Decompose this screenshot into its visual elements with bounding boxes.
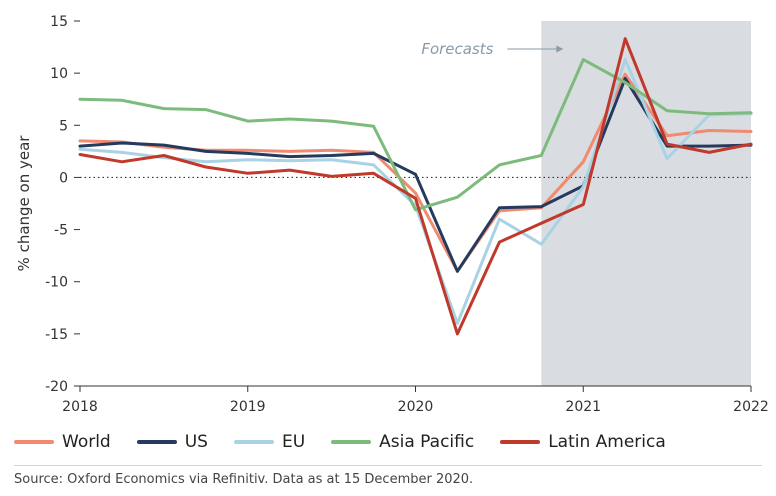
- series-line-asia-pacific: [78, 58, 753, 212]
- legend-item-asia-pacific: Asia Pacific: [331, 432, 474, 452]
- forecast-annotation: Forecasts: [421, 40, 493, 58]
- legend-swatch: [233, 440, 274, 444]
- forecast-region: [541, 21, 751, 386]
- legend-swatch: [136, 440, 177, 444]
- legend-label: Latin America: [548, 432, 666, 452]
- legend-label: World: [62, 432, 111, 452]
- x-tick-label: 2019: [230, 399, 266, 415]
- y-tick-label: 15: [50, 14, 68, 30]
- legend-swatch: [14, 440, 54, 444]
- x-axis-ticks: 2018 2019 2020 2021 2022: [62, 386, 769, 415]
- y-tick-label: -20: [45, 379, 68, 395]
- line-chart: 15 10 5 0 -5 -10 -15 -20 2018 2019 2020 2021 2022 F…: [15, 14, 769, 415]
- y-tick-label: 0: [59, 170, 68, 186]
- y-tick-label: -5: [54, 223, 68, 239]
- legend-swatch: [500, 440, 541, 444]
- x-tick-label: 2021: [565, 399, 601, 415]
- legend-item-us: US: [136, 432, 208, 452]
- y-tick-label: 5: [59, 118, 68, 134]
- chart-legend: World US EU Asia Pacific Latin America: [14, 432, 692, 452]
- legend-label: EU: [281, 432, 306, 452]
- legend-swatch: [331, 440, 372, 444]
- legend-label: US: [184, 432, 208, 452]
- x-tick-label: 2020: [398, 399, 434, 415]
- x-tick-label: 2018: [62, 399, 98, 415]
- series-lines: [78, 37, 753, 336]
- legend-item-eu: EU: [233, 432, 306, 452]
- y-axis-title: % change on year: [15, 135, 33, 272]
- series-line-latin-america: [78, 37, 753, 336]
- y-tick-label: -15: [45, 327, 68, 343]
- legend-item-world: World: [14, 432, 111, 452]
- y-tick-label: 10: [50, 66, 68, 82]
- series-line-us: [78, 76, 753, 273]
- forecast-arrowhead: [556, 45, 564, 53]
- legend-item-latin-america: Latin America: [500, 432, 666, 452]
- source-note: Source: Oxford Economics via Refinitiv. …: [14, 472, 474, 487]
- y-tick-label: -10: [45, 275, 68, 291]
- x-tick-label: 2022: [733, 399, 769, 415]
- divider: [14, 465, 762, 466]
- legend-label: Asia Pacific: [379, 432, 475, 452]
- y-axis-ticks: 15 10 5 0 -5 -10 -15 -20: [45, 14, 80, 395]
